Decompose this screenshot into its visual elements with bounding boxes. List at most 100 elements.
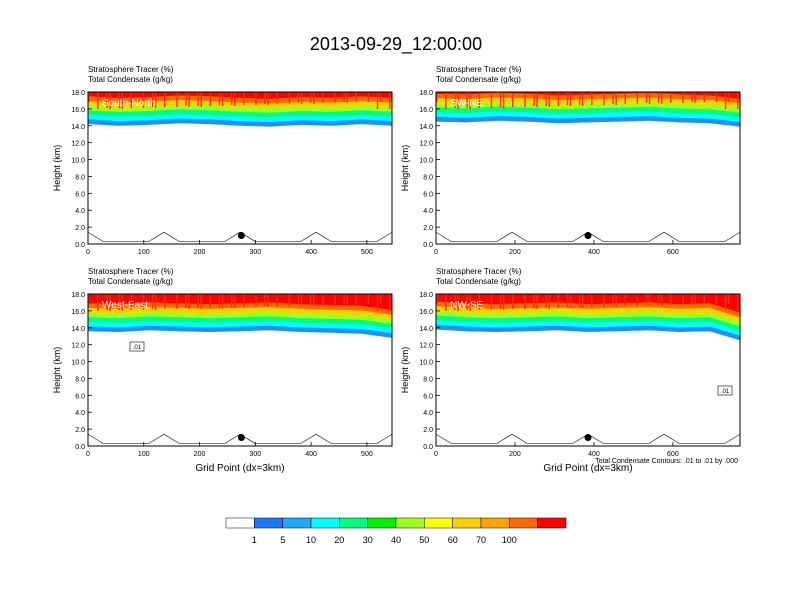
tracer-streak	[615, 294, 617, 307]
tracer-streak	[243, 92, 245, 105]
x-tick-label: 400	[588, 451, 600, 458]
tracer-streak	[200, 294, 202, 309]
tracer-streak	[490, 294, 493, 310]
tracer-streak	[389, 92, 391, 109]
tracer-streak	[478, 294, 481, 310]
y-tick-label: 8.0	[75, 376, 85, 383]
tracer-streak	[612, 92, 614, 104]
x-axis-label: Grid Point (dx=3km)	[195, 463, 284, 474]
tracer-streak	[557, 92, 560, 106]
colorbar-swatch	[509, 517, 538, 529]
tracer-streak	[267, 92, 269, 105]
tracer-streak	[297, 294, 300, 305]
tracer-streak	[188, 92, 190, 107]
tracer-streak	[715, 92, 718, 102]
colorbar-swatch	[310, 517, 340, 529]
tracer-streak	[154, 92, 157, 108]
tracer-streak	[578, 294, 581, 307]
colorbar-swatch	[339, 517, 368, 529]
tracer-streak	[581, 294, 584, 308]
panel-label: South-North	[102, 98, 156, 109]
y-tick-label: 8.0	[423, 174, 433, 181]
colorbar-label: 20	[334, 535, 344, 545]
tracer-streak	[255, 294, 257, 307]
condensate-contour	[88, 231, 392, 242]
x-tick-label: 0	[434, 451, 438, 458]
location-marker	[584, 232, 592, 240]
x-tick-label: 200	[194, 451, 206, 458]
tracer-streak	[533, 92, 535, 106]
panel-south-north: Stratosphere Tracer (%)Total Condensate …	[52, 65, 393, 256]
tracer-streak	[457, 92, 459, 109]
y-tick-label: 0.0	[423, 242, 433, 249]
tracer-field	[88, 92, 392, 242]
tracer-streak	[603, 92, 605, 105]
tracer-streak	[188, 294, 190, 309]
tracer-streak	[288, 294, 291, 306]
tracer-streak	[218, 294, 221, 307]
y-tick-label: 6.0	[75, 393, 85, 400]
tracer-streak	[727, 92, 730, 102]
tracer-streak	[218, 92, 221, 105]
colorbar-label: 30	[363, 535, 373, 545]
y-tick-label: 18.0	[71, 292, 85, 299]
panel-label: West-East	[102, 300, 148, 311]
tracer-streak	[724, 92, 727, 109]
tracer-streak	[297, 92, 300, 103]
tracer-streak	[185, 92, 187, 106]
tracer-streak	[661, 294, 663, 306]
tracer-streak	[142, 294, 145, 310]
tracer-streak	[151, 92, 154, 107]
tracer-streak	[737, 294, 739, 311]
y-axis-label: Height (km)	[400, 145, 410, 192]
colorbar-label: 40	[391, 535, 401, 545]
tracer-streak	[197, 92, 199, 106]
x-tick-label: 100	[138, 451, 150, 458]
y-tick-label: 4.0	[75, 208, 85, 215]
tracer-streak	[185, 294, 187, 308]
tracer-streak	[512, 294, 514, 309]
tracer-streak	[457, 294, 459, 311]
colorbar-swatch	[367, 517, 397, 529]
y-tick-label: 6.0	[423, 393, 433, 400]
y-tick-label: 16.0	[71, 309, 85, 316]
colorbar-label: 1	[252, 535, 257, 545]
tracer-streak	[376, 92, 379, 109]
tracer-streak	[267, 294, 269, 307]
tracer-streak	[322, 294, 324, 305]
tracer-streak	[469, 294, 471, 311]
tracer-streak	[355, 294, 357, 304]
y-tick-label: 2.0	[75, 225, 85, 232]
tracer-streak	[221, 294, 224, 308]
tracer-streak	[334, 92, 336, 103]
tracer-streak	[566, 92, 569, 105]
y-axis-label: Height (km)	[52, 347, 62, 394]
tracer-streak	[255, 92, 257, 105]
colorbar-label: 10	[306, 535, 316, 545]
tracer-streak	[578, 92, 581, 105]
x-tick-label: 200	[194, 249, 206, 256]
tracer-streak	[264, 92, 266, 104]
x-tick-label: 0	[86, 451, 90, 458]
tracer-streak	[636, 92, 639, 104]
colorbar-swatch	[452, 517, 482, 529]
tracer-streak	[466, 92, 468, 108]
y-tick-label: 6.0	[423, 191, 433, 198]
tracer-streak	[524, 92, 526, 107]
tracer-streak	[379, 294, 382, 304]
tracer-streak	[499, 92, 502, 107]
y-tick-label: 2.0	[75, 427, 85, 434]
colorbar: 1 5 10 20 30 40 50 60 70 100	[225, 517, 567, 545]
y-tick-label: 4.0	[75, 410, 85, 417]
y-axis-label: Height (km)	[400, 347, 410, 394]
y-tick-label: 14.0	[419, 326, 433, 333]
tracer-streak	[436, 294, 438, 304]
plot-frame	[435, 293, 741, 447]
tracer-streak	[445, 92, 447, 109]
tracer-streak	[591, 92, 593, 105]
tracer-streak	[309, 92, 312, 103]
location-marker	[237, 232, 245, 240]
y-tick-label: 10.0	[419, 360, 433, 367]
tracer-streak	[313, 92, 315, 104]
y-tick-label: 16.0	[419, 107, 433, 114]
